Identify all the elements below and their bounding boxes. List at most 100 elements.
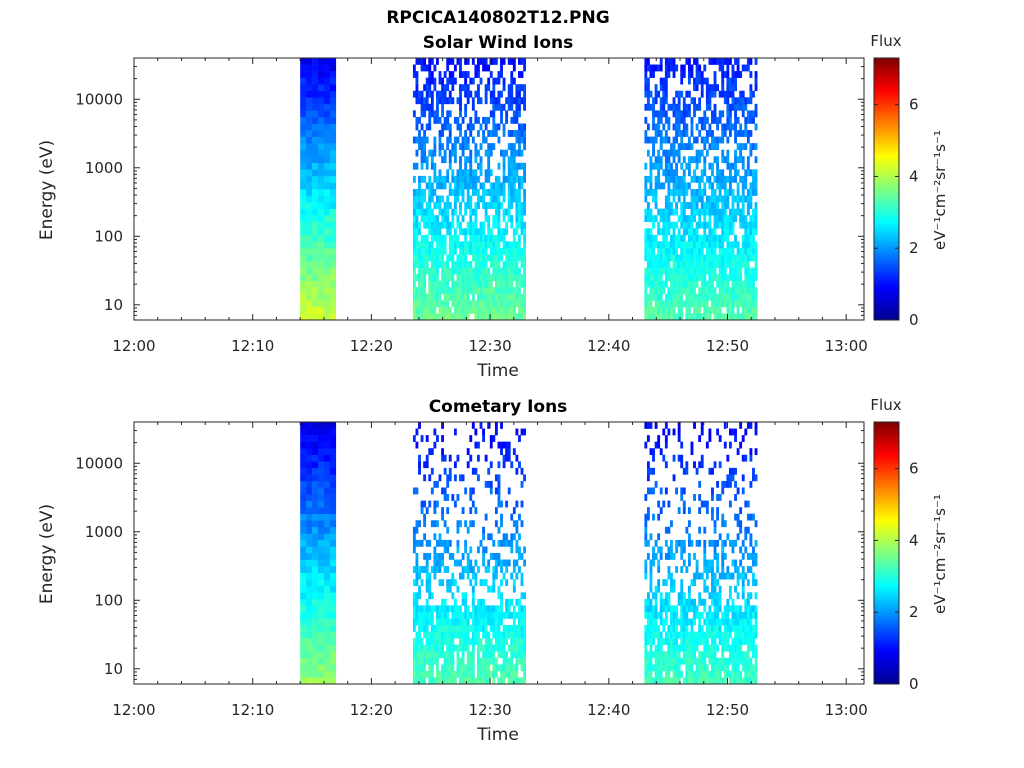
spectrogram-cell — [741, 103, 745, 111]
spectrogram-cell — [721, 84, 725, 92]
spectrogram-cell — [693, 670, 696, 678]
spectrogram-cell — [438, 136, 442, 144]
spectrogram-cell — [425, 202, 429, 209]
spectrogram-cell — [420, 234, 424, 242]
spectrogram-cell — [718, 293, 722, 301]
spectrogram-cell — [680, 254, 684, 262]
spectrogram-cell — [461, 182, 465, 190]
spectrogram-cell — [677, 130, 681, 137]
spectrogram-cell — [754, 221, 758, 229]
spectrogram-cell — [708, 592, 712, 600]
spectrogram-cell — [672, 175, 676, 183]
spectrogram-cell — [317, 644, 325, 652]
spectrogram-cell — [438, 208, 442, 216]
spectrogram-cell — [723, 520, 727, 528]
spectrogram-cell — [754, 77, 758, 85]
spectrogram-cell — [711, 638, 714, 645]
spectrogram-cell — [649, 618, 653, 626]
spectrogram-cell — [412, 579, 416, 587]
spectrogram-cell — [670, 175, 673, 183]
spectrogram-cell — [680, 313, 684, 321]
spectrogram-cell — [754, 448, 758, 456]
spectrogram-cell — [500, 149, 503, 157]
spectrogram-cell — [441, 598, 444, 606]
spectrogram-cell — [329, 215, 337, 223]
spectrogram-cell — [667, 228, 671, 236]
spectrogram-cell — [412, 64, 416, 72]
spectrogram-cell — [438, 90, 442, 98]
spectrogram-cell — [654, 175, 658, 183]
spectrogram-cell — [705, 261, 709, 268]
spectrogram-cell — [754, 631, 758, 639]
spectrogram-cell — [728, 130, 732, 137]
spectrogram-cell — [505, 175, 509, 183]
spectrogram-cell — [459, 156, 462, 164]
spectrogram-cell — [306, 110, 313, 118]
spectrogram-cell — [438, 175, 442, 183]
spectrogram-cell — [754, 261, 758, 268]
spectrogram-cell — [459, 130, 462, 137]
spectrogram-cell — [677, 215, 681, 223]
spectrogram-cell — [705, 175, 709, 183]
spectrogram-cell — [474, 169, 478, 177]
spectrogram-cell — [716, 169, 720, 177]
spectrogram-cell — [749, 480, 753, 488]
spectrogram-cell — [705, 103, 709, 111]
spectrogram-cell — [323, 677, 331, 685]
spectrogram-cell — [518, 202, 521, 209]
spectrogram-cell — [746, 156, 750, 164]
spectrogram-cell — [646, 136, 650, 144]
spectrogram-cell — [680, 585, 684, 593]
spectrogram-cell — [312, 559, 319, 567]
spectrogram-cell — [677, 189, 681, 196]
spectrogram-cell — [723, 130, 727, 137]
spectrogram-cell — [646, 254, 650, 262]
spectrogram-cell — [716, 215, 720, 223]
spectrogram-cell — [428, 657, 432, 665]
spectrogram-cell — [428, 313, 432, 321]
spectrogram-cell — [441, 208, 444, 216]
spectrogram-cell — [464, 77, 468, 85]
spectrogram-cell — [677, 657, 681, 665]
spectrogram-cell — [713, 156, 717, 164]
spectrogram-cell — [484, 611, 488, 619]
spectrogram-cell — [685, 611, 689, 619]
spectrogram-cell — [752, 221, 755, 229]
spectrogram-cell — [718, 618, 722, 626]
spectrogram-cell — [441, 215, 444, 223]
spectrogram-cell — [412, 215, 416, 223]
spectrogram-cell — [693, 202, 696, 209]
spectrogram-cell — [510, 267, 514, 275]
spectrogram-cell — [721, 572, 725, 580]
spectrogram-cell — [736, 664, 740, 672]
spectrogram-cell — [675, 670, 679, 678]
spectrogram-cell — [505, 261, 509, 268]
spectrogram-cell — [659, 247, 663, 255]
spectrogram-cell — [484, 84, 488, 92]
spectrogram-cell — [428, 293, 432, 301]
spectrogram-cell — [693, 651, 696, 659]
spectrogram-cell — [754, 677, 758, 685]
spectrogram-cell — [716, 306, 720, 314]
spectrogram-cell — [672, 454, 676, 462]
spectrogram-cell — [736, 313, 740, 321]
spectrogram-cell — [690, 189, 694, 196]
spectrogram-cell — [649, 677, 653, 685]
spectrogram-cell — [471, 280, 475, 288]
spectrogram-cell — [497, 136, 501, 144]
spectrogram-cell — [510, 103, 514, 111]
spectrogram-cell — [693, 169, 696, 177]
spectrogram-cell — [420, 241, 424, 249]
spectrogram-cell — [438, 195, 442, 203]
spectrogram-cell — [510, 513, 514, 521]
spectrogram-cell — [693, 175, 696, 183]
spectrogram-cell — [446, 136, 450, 144]
spectrogram-cell — [418, 657, 421, 665]
spectrogram-cell — [466, 461, 470, 469]
spectrogram-cell — [746, 189, 750, 196]
spectrogram-cell — [677, 644, 681, 652]
spectrogram-cell — [418, 306, 421, 314]
spectrogram-cell — [500, 247, 503, 255]
spectrogram-cell — [752, 293, 755, 301]
spectrogram-cell — [507, 208, 511, 216]
